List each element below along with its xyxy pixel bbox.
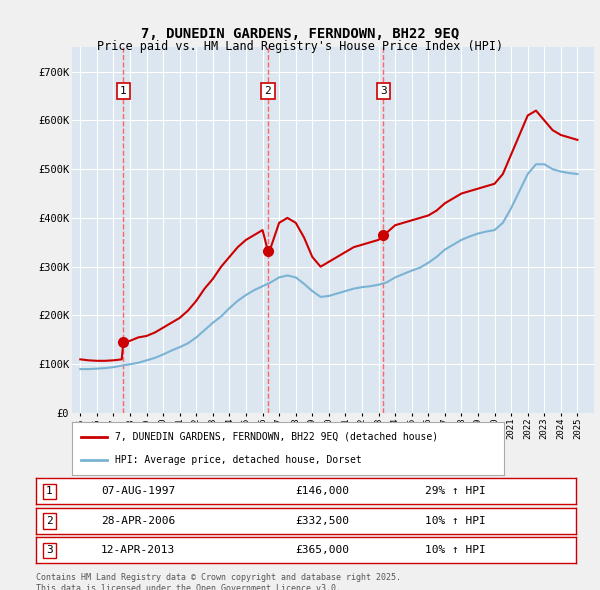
Text: £146,000: £146,000: [295, 487, 349, 496]
Text: 28-APR-2006: 28-APR-2006: [101, 516, 175, 526]
Text: 1: 1: [46, 487, 53, 496]
Text: 07-AUG-1997: 07-AUG-1997: [101, 487, 175, 496]
Text: 1: 1: [120, 86, 127, 96]
Text: 2: 2: [265, 86, 271, 96]
Text: 10% ↑ HPI: 10% ↑ HPI: [425, 546, 485, 555]
Text: Contains HM Land Registry data © Crown copyright and database right 2025.
This d: Contains HM Land Registry data © Crown c…: [36, 573, 401, 590]
Text: 3: 3: [380, 86, 386, 96]
Text: 29% ↑ HPI: 29% ↑ HPI: [425, 487, 485, 496]
Text: 7, DUNEDIN GARDENS, FERNDOWN, BH22 9EQ: 7, DUNEDIN GARDENS, FERNDOWN, BH22 9EQ: [141, 27, 459, 41]
Text: £365,000: £365,000: [295, 546, 349, 555]
Text: 7, DUNEDIN GARDENS, FERNDOWN, BH22 9EQ (detached house): 7, DUNEDIN GARDENS, FERNDOWN, BH22 9EQ (…: [115, 432, 439, 442]
Text: 10% ↑ HPI: 10% ↑ HPI: [425, 516, 485, 526]
Text: 12-APR-2013: 12-APR-2013: [101, 546, 175, 555]
Text: Price paid vs. HM Land Registry's House Price Index (HPI): Price paid vs. HM Land Registry's House …: [97, 40, 503, 53]
Text: 3: 3: [46, 546, 53, 555]
Text: £332,500: £332,500: [295, 516, 349, 526]
Text: 2: 2: [46, 516, 53, 526]
Text: HPI: Average price, detached house, Dorset: HPI: Average price, detached house, Dors…: [115, 455, 362, 465]
